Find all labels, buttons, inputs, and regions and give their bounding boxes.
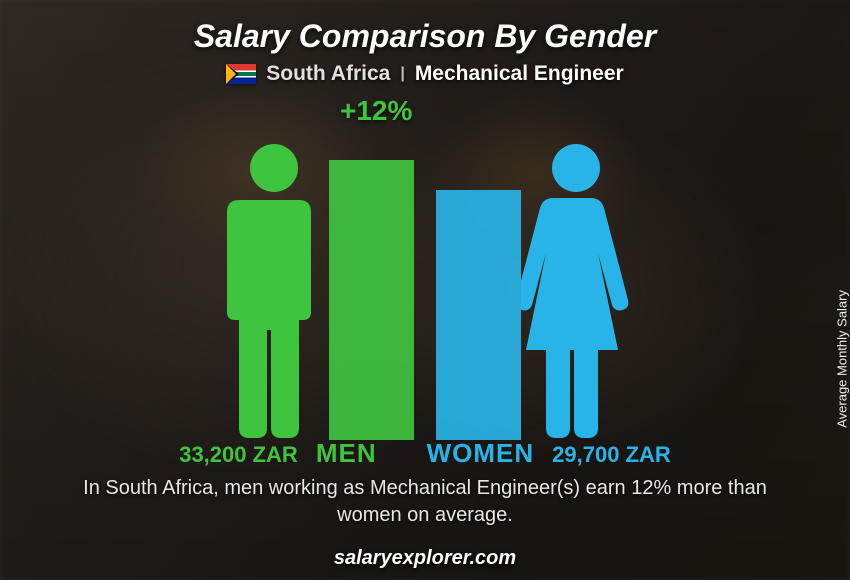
women-cluster (436, 140, 631, 440)
separator: | (400, 65, 404, 83)
men-cluster (219, 140, 414, 440)
men-bar-wrap (329, 160, 414, 440)
page-title: Salary Comparison By Gender (0, 18, 850, 55)
country-label: South Africa (266, 62, 390, 86)
labels-row: 33,200 ZAR MEN WOMEN 29,700 ZAR (0, 438, 850, 469)
women-bar-wrap (436, 160, 521, 440)
chart-area (0, 110, 850, 440)
women-bar (436, 190, 521, 440)
subtitle-row: South Africa | Mechanical Engineer (0, 62, 850, 86)
male-figure-icon (219, 140, 329, 440)
men-label: MEN (316, 438, 377, 469)
men-salary: 33,200 ZAR (179, 442, 298, 468)
role-label: Mechanical Engineer (415, 62, 624, 86)
men-bar (329, 160, 414, 440)
female-figure-icon (521, 140, 631, 440)
footer-source: salaryexplorer.com (0, 547, 850, 570)
flag-icon (226, 64, 256, 84)
y-axis-label: Average Monthly Salary (835, 290, 850, 428)
women-salary: 29,700 ZAR (552, 442, 671, 468)
women-label: WOMEN (427, 438, 535, 469)
summary-text: In South Africa, men working as Mechanic… (60, 475, 790, 529)
